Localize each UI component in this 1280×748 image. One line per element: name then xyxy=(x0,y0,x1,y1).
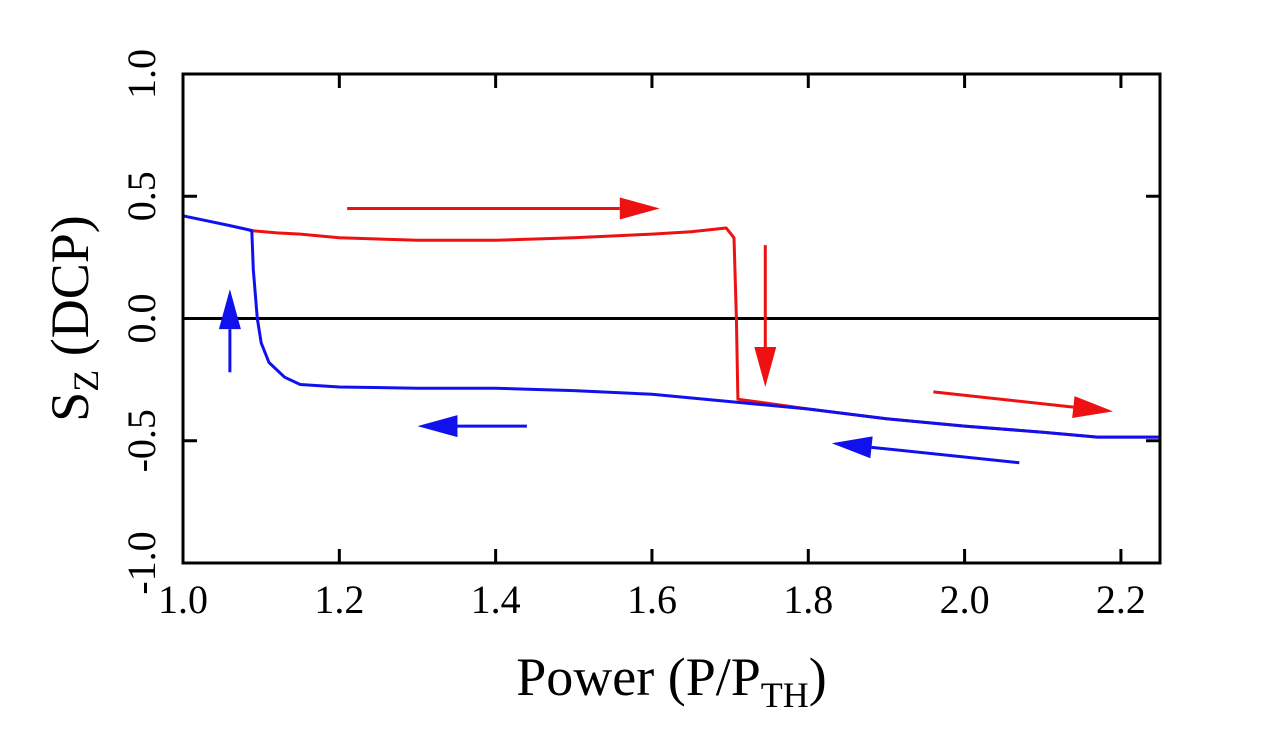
series-line-decreasing-power xyxy=(183,214,1160,439)
annotation-arrow-head-5 xyxy=(417,415,458,438)
y-tick-label-4: 1.0 xyxy=(119,49,164,99)
annotation-arrow-shaft-4 xyxy=(871,445,1020,465)
x-tick-label-2: 1.4 xyxy=(471,577,521,622)
x-axis-title-main: Power (P/P xyxy=(516,647,761,707)
y-tick-label-2: 0.0 xyxy=(119,294,164,344)
x-axis-title-sub: TH xyxy=(761,675,809,715)
x-tick-label-0: 1.0 xyxy=(158,577,208,622)
x-axis-title: Power (P/PTH) xyxy=(516,647,827,715)
x-tick-label-5: 2.0 xyxy=(940,577,990,622)
chart-labels: 1.0 1.2 1.4 1.6 1.8 2.0 2.2 -1.0 -0.5 0.0 0.5 1.0 Po… xyxy=(40,49,1146,715)
annotation-arrow-head-6 xyxy=(218,289,241,330)
annotation-arrow-head-4 xyxy=(831,436,873,459)
annotation-arrow-head-3 xyxy=(1072,396,1114,419)
chart-annotation-layer xyxy=(218,197,1114,465)
y-axis-title: SZ (DCP) xyxy=(40,215,106,422)
x-tick-label-4: 1.8 xyxy=(783,577,833,622)
annotation-arrow-shaft-3 xyxy=(933,390,1074,409)
x-tick-label-3: 1.6 xyxy=(627,577,677,622)
y-tick-label-0: -1.0 xyxy=(119,531,164,594)
x-tick-label-6: 2.2 xyxy=(1096,577,1146,622)
annotation-arrow-head-1 xyxy=(619,197,660,220)
chart-axes xyxy=(181,72,1162,565)
x-axis-title-close: ) xyxy=(809,647,827,707)
y-axis-title-rest: (DCP) xyxy=(40,215,100,370)
annotation-arrow-head-2 xyxy=(754,346,777,387)
series-line-increasing-power xyxy=(249,226,1160,439)
y-tick-label-3: 0.5 xyxy=(119,171,164,221)
y-tick-label-1: -0.5 xyxy=(119,409,164,472)
chart-series-layer xyxy=(183,214,1160,439)
y-axis-title-main: S xyxy=(40,392,100,422)
x-tick-label-1: 1.2 xyxy=(314,577,364,622)
y-axis-title-sub: Z xyxy=(66,370,106,392)
